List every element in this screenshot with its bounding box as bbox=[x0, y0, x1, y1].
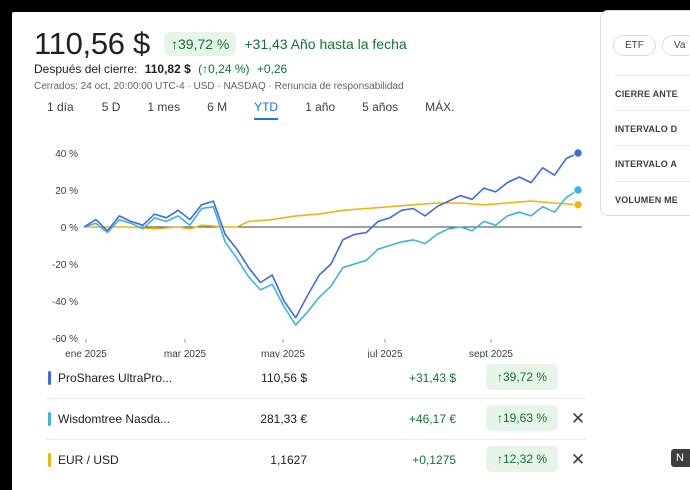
x-tick-label: mar 2025 bbox=[164, 349, 207, 358]
y-tick-label: -40 % bbox=[52, 297, 78, 308]
overlay-button[interactable]: N bbox=[671, 449, 690, 467]
y-tick-label: -20 % bbox=[52, 260, 78, 271]
quote-card: 110,56 $ ↑39,72 % +31,43 Año hasta la fe… bbox=[12, 12, 690, 490]
after-hours-label: Después del cierre: bbox=[34, 62, 138, 76]
legend-row-wisdomtree[interactable]: Wisdomtree Nasda... 281,33 € +46,17 € ↑1… bbox=[46, 399, 586, 440]
y-tick-label: -60 % bbox=[52, 334, 78, 345]
legend-row-eurusd[interactable]: EUR / USD 1,1627 +0,1275 ↑12,32 % ✕ bbox=[46, 440, 586, 481]
series-color-swatch bbox=[48, 371, 51, 385]
legend-change: +31,43 $ bbox=[408, 371, 456, 385]
legend-pct-chip: ↑19,63 % bbox=[486, 405, 558, 431]
x-tick-label: jul 2025 bbox=[366, 349, 402, 358]
tab-6m[interactable]: 6 M bbox=[207, 100, 228, 114]
legend-price: 1,1627 bbox=[270, 453, 307, 467]
category-pills: ETF Va bbox=[613, 35, 690, 56]
ytd-percent-chip: ↑39,72 % bbox=[163, 32, 237, 56]
series-end-dot-2 bbox=[573, 200, 583, 210]
y-tick-label: 20 % bbox=[55, 186, 78, 197]
comparison-legend: ProShares UltraPro... 110,56 $ +31,43 $ … bbox=[46, 358, 586, 481]
divider bbox=[615, 145, 690, 146]
series-line-1 bbox=[83, 189, 579, 326]
after-hours-pct: (↑0,24 %) bbox=[198, 62, 250, 76]
legend-pct-chip: ↑39,72 % bbox=[486, 364, 558, 390]
legend-name: EUR / USD bbox=[58, 453, 119, 467]
pill-value[interactable]: Va bbox=[661, 35, 690, 56]
x-tick-label: sept 2025 bbox=[469, 349, 513, 358]
legend-price: 281,33 € bbox=[260, 412, 307, 426]
x-tick-label: may 2025 bbox=[261, 349, 305, 358]
y-tick-label: 40 % bbox=[55, 149, 78, 160]
pill-etf[interactable]: ETF bbox=[613, 35, 656, 56]
legend-pct-chip: ↑12,32 % bbox=[486, 446, 558, 472]
legend-name: Wisdomtree Nasda... bbox=[58, 412, 171, 426]
divider bbox=[615, 110, 690, 111]
x-tick-label: ene 2025 bbox=[65, 349, 107, 358]
series-line-2 bbox=[84, 200, 579, 230]
series-end-dot-1 bbox=[573, 185, 583, 195]
series-end-dot-0 bbox=[573, 148, 583, 158]
legend-change: +46,17 € bbox=[408, 412, 456, 426]
stat-day-range: INTERVALO D bbox=[615, 124, 678, 134]
stat-year-range: INTERVALO A bbox=[615, 159, 678, 169]
stat-previous-close: CIERRE ANTE bbox=[615, 89, 678, 99]
side-panel: ETF Va CIERRE ANTE INTERVALO D INTERVALO… bbox=[600, 10, 690, 216]
legend-row-proshares[interactable]: ProShares UltraPro... 110,56 $ +31,43 $ … bbox=[46, 358, 586, 399]
stat-avg-volume: VOLUMEN ME bbox=[615, 195, 679, 205]
tab-1m[interactable]: 1 mes bbox=[147, 100, 181, 114]
series-color-swatch bbox=[48, 412, 51, 426]
tab-1d[interactable]: 1 día bbox=[47, 100, 74, 114]
legend-price: 110,56 $ bbox=[261, 371, 307, 385]
tab-1y[interactable]: 1 año bbox=[305, 100, 336, 114]
series-color-swatch bbox=[48, 453, 51, 467]
after-hours: Después del cierre: 110,82 $ (↑0,24 %) +… bbox=[34, 62, 287, 76]
remove-comparison-close-icon[interactable]: ✕ bbox=[570, 409, 586, 428]
after-hours-price: 110,82 $ bbox=[144, 62, 191, 76]
price-chart[interactable]: 40 % 20 % 0 % -20 % -40 % -60 % ene 2025 mar 20… bbox=[12, 130, 590, 358]
y-tick-label: 0 % bbox=[61, 223, 78, 234]
closed-info: Cerrados: 24 oct, 20:00:00 UTC-4 · USD ·… bbox=[34, 81, 404, 92]
tab-5y[interactable]: 5 años bbox=[362, 100, 399, 114]
divider bbox=[615, 75, 690, 76]
divider bbox=[615, 181, 690, 182]
range-tabs: 1 día 5 D 1 mes 6 M YTD 1 año 5 años MÁX… bbox=[47, 100, 455, 120]
ytd-change: +31,43 Año hasta la fecha bbox=[244, 36, 407, 52]
legend-change: +0,1275 bbox=[412, 453, 456, 467]
series-line-0 bbox=[83, 152, 579, 319]
price-row: 110,56 $ ↑39,72 % +31,43 Año hasta la fe… bbox=[34, 26, 407, 62]
tab-5d[interactable]: 5 D bbox=[101, 100, 121, 114]
current-price: 110,56 $ bbox=[34, 26, 150, 61]
remove-comparison-close-icon[interactable]: ✕ bbox=[570, 450, 586, 469]
tab-max[interactable]: MÁX. bbox=[425, 100, 455, 114]
after-hours-change: +0,26 bbox=[256, 62, 288, 76]
legend-name: ProShares UltraPro... bbox=[58, 371, 173, 385]
tab-ytd[interactable]: YTD bbox=[254, 100, 279, 120]
